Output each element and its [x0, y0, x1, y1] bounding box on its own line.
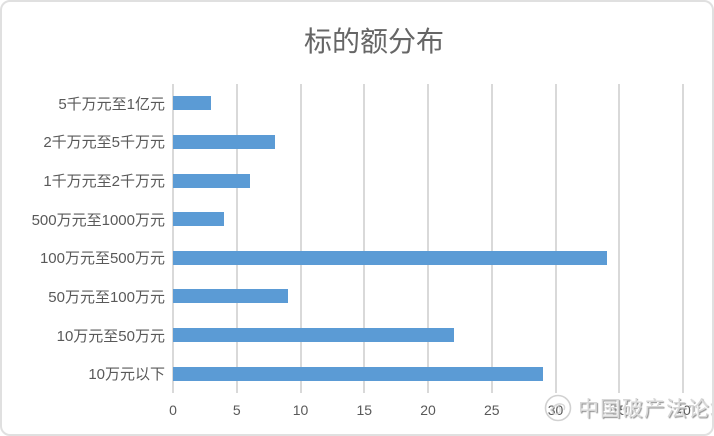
plot-area	[172, 84, 684, 393]
category-label: 2千万元至5千万元	[43, 134, 165, 152]
bar	[173, 173, 250, 188]
category-label: 50万元至100万元	[48, 288, 165, 306]
gridline	[682, 84, 684, 393]
gridline	[427, 84, 429, 393]
bar	[173, 96, 212, 111]
x-tick-label: 25	[483, 402, 500, 418]
category-label: 1千万元至2千万元	[43, 173, 165, 191]
gridline	[172, 84, 174, 393]
gridline	[235, 84, 238, 393]
category-label: 5千万元至1亿元	[58, 95, 165, 113]
bar	[173, 250, 607, 265]
bar	[173, 289, 288, 304]
category-label: 10万元至50万元	[56, 327, 165, 345]
category-label: 10万元以下	[88, 366, 165, 384]
category-axis: 5千万元至1亿元 2千万元至5千万元 1千万元至2千万元 500万元至1000万…	[2, 84, 165, 393]
x-tick-label: 0	[169, 402, 177, 418]
x-tick-label: 40	[675, 402, 691, 418]
bar	[173, 328, 454, 343]
x-tick-label: 20	[420, 402, 436, 418]
x-tick-label: 5	[232, 402, 241, 418]
gridline	[490, 84, 493, 393]
gridline	[299, 84, 302, 393]
bar-series	[173, 84, 683, 393]
gridline	[363, 84, 366, 393]
value-axis: 0 5 10 15 20 25 30 35 40	[169, 402, 691, 422]
bar	[173, 212, 224, 227]
x-tick-label: 10	[292, 402, 309, 418]
bar	[173, 366, 543, 381]
gridline	[554, 84, 557, 393]
category-label: 500万元至1000万元	[31, 211, 165, 229]
chart-title: 标的额分布	[303, 27, 445, 58]
x-tick-label: 15	[356, 402, 373, 418]
gridline	[618, 84, 621, 393]
category-label: 100万元至500万元	[39, 250, 165, 268]
x-tick-label: 35	[611, 402, 628, 418]
x-tick-label: 30	[547, 402, 564, 418]
bar	[173, 134, 275, 149]
